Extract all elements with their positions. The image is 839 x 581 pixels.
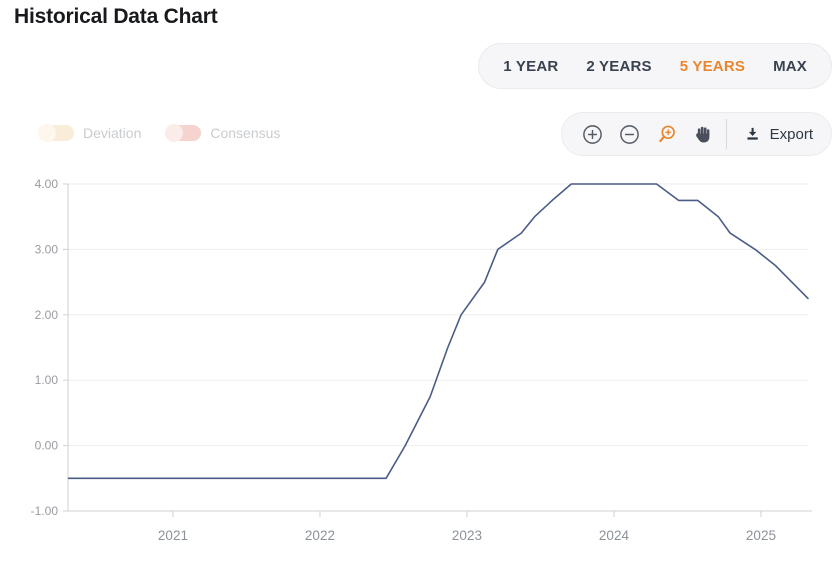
svg-text:4.00: 4.00: [35, 177, 59, 191]
svg-text:-1.00: -1.00: [31, 504, 59, 518]
zoom-selection-button[interactable]: [648, 116, 685, 152]
toggle-switch-icon: [165, 124, 202, 142]
magnifier-plus-icon: [658, 125, 675, 142]
svg-text:3.00: 3.00: [35, 242, 59, 256]
svg-text:2025: 2025: [746, 528, 776, 543]
zoom-in-button[interactable]: [574, 116, 611, 152]
range-option-5-years[interactable]: 5 YEARS: [666, 44, 759, 88]
export-label: Export: [769, 125, 813, 143]
pan-button[interactable]: [685, 116, 722, 152]
legend-label-consensus: Consensus: [210, 125, 281, 141]
svg-text:1.00: 1.00: [35, 373, 59, 387]
legend-toggle-consensus[interactable]: Consensus: [165, 124, 281, 142]
range-selector: 1 YEAR 2 YEARS 5 YEARS MAX: [478, 43, 832, 89]
minus-circle-icon: [619, 124, 639, 144]
range-option-2-years[interactable]: 2 YEARS: [572, 44, 665, 88]
legend-label-deviation: Deviation: [83, 125, 142, 141]
export-button[interactable]: Export: [735, 116, 819, 152]
zoom-out-button[interactable]: [611, 116, 648, 152]
chart-toolbar: Export: [560, 112, 832, 156]
range-option-max[interactable]: MAX: [759, 44, 821, 88]
legend: Deviation Consensus: [38, 124, 281, 142]
download-icon: [747, 127, 758, 140]
svg-text:2021: 2021: [158, 528, 188, 543]
svg-text:2.00: 2.00: [35, 308, 59, 322]
toggle-switch-icon: [38, 124, 74, 142]
legend-toggle-deviation[interactable]: Deviation: [38, 124, 142, 142]
svg-text:2024: 2024: [599, 528, 630, 543]
hand-icon: [695, 126, 710, 142]
svg-text:2022: 2022: [305, 528, 335, 543]
page-title: Historical Data Chart: [14, 5, 218, 28]
line-chart[interactable]: 4.00 3.00 2.00 1.00 0.00 -1.00 2021 2022 2023 202…: [0, 165, 839, 565]
svg-text:2023: 2023: [452, 528, 482, 543]
svg-text:0.00: 0.00: [35, 439, 59, 453]
toolbar-divider: [725, 119, 727, 149]
plus-circle-icon: [582, 124, 602, 144]
range-option-1-year[interactable]: 1 YEAR: [489, 44, 572, 88]
chart-area[interactable]: 4.00 3.00 2.00 1.00 0.00 -1.00 2021 2022 2023 202…: [0, 165, 839, 565]
